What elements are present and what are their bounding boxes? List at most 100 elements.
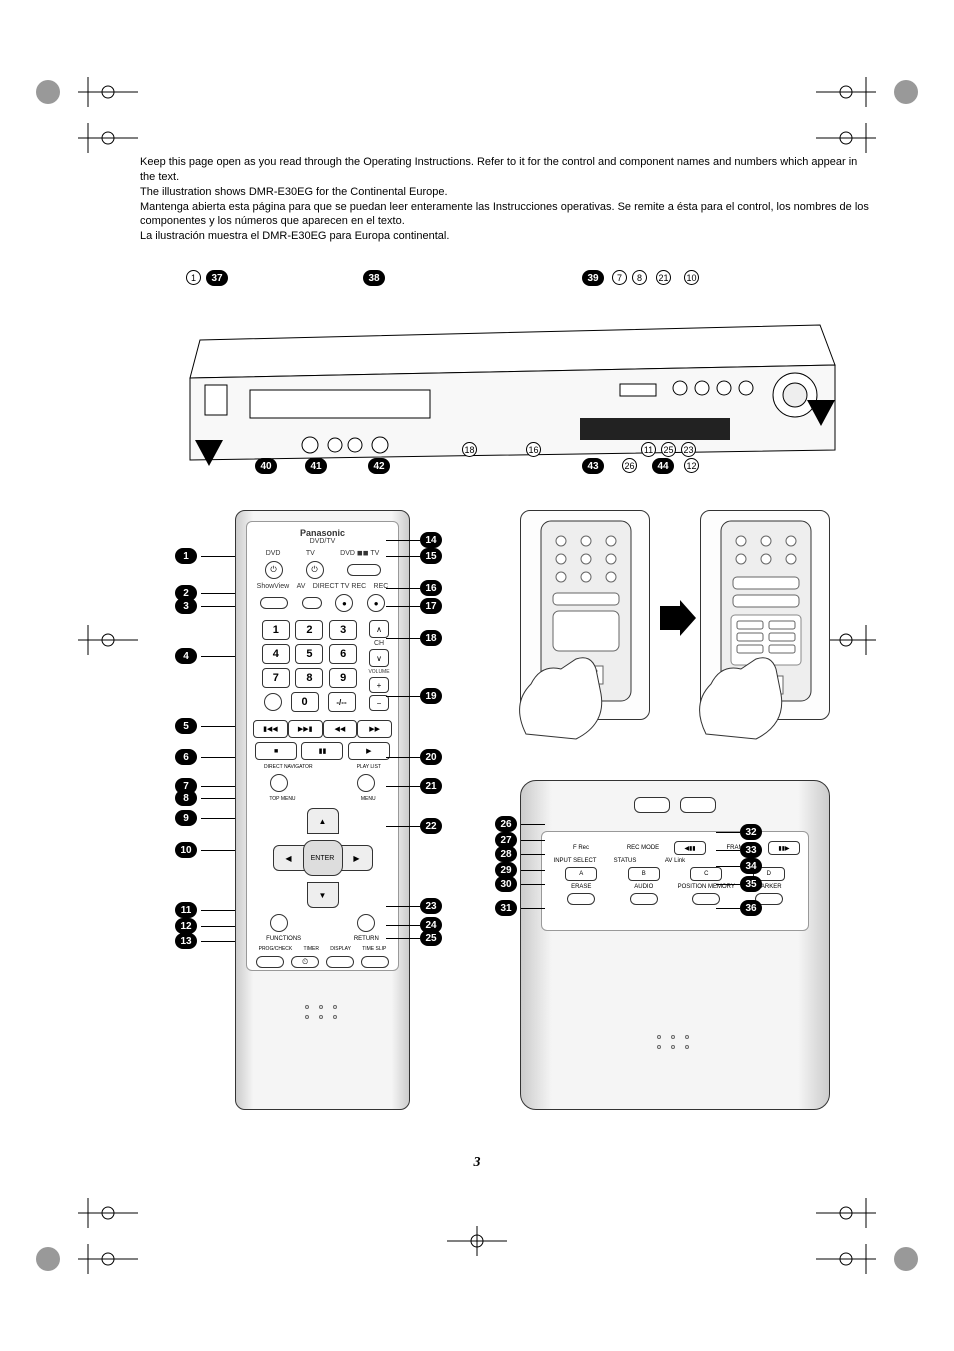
arrow-down-icon (195, 440, 223, 466)
leader-line (201, 798, 235, 799)
reg-mark-bottom-left-2 (28, 1239, 138, 1279)
speaker-dots (657, 1035, 693, 1049)
position-memory-button (692, 893, 720, 905)
pause-button: ▮▮ (301, 742, 343, 760)
callout-39: 39 (582, 270, 604, 286)
callout-13: 13 (175, 933, 197, 949)
ff-button: ▶▶ (357, 720, 392, 738)
skip-fwd-button: ▶▶▮ (288, 720, 323, 738)
leader-line (201, 606, 235, 607)
callout-33: 33 (740, 842, 762, 858)
remote-in-hand-open (700, 510, 830, 720)
rew-button: ◀◀ (323, 720, 358, 738)
callout-15: 15 (420, 548, 442, 564)
leader-line (201, 656, 235, 657)
display-button (326, 956, 354, 968)
leader-line (201, 850, 235, 851)
btn-b: B (628, 867, 660, 881)
callout-8: 8 (175, 790, 197, 806)
callout-10: 10 (175, 842, 197, 858)
callout-11: 11 (175, 902, 197, 918)
return-button (357, 914, 375, 932)
callout-1: 1 (186, 270, 201, 285)
leader-line (521, 870, 545, 871)
callout-30: 30 (495, 876, 517, 892)
callout-22: 22 (420, 818, 442, 834)
leader-line (386, 606, 420, 607)
speaker-dots (305, 1005, 341, 1019)
leader-line (386, 588, 420, 589)
leader-line (201, 926, 235, 927)
leader-line (386, 696, 420, 697)
leader-line (386, 757, 420, 758)
reg-mark-bottom-center (447, 1221, 507, 1261)
callout-35: 35 (740, 876, 762, 892)
leader-line (716, 908, 740, 909)
callout-42: 42 (368, 458, 390, 474)
callout-34: 34 (740, 858, 762, 874)
callout-12: 12 (684, 458, 699, 473)
arrow-down-icon (807, 400, 835, 426)
leader-line (716, 884, 740, 885)
callout-37: 37 (206, 270, 228, 286)
callout-44: 44 (652, 458, 674, 474)
callout-23: 23 (681, 442, 696, 457)
dvd-power-button: ⏻ (265, 561, 283, 579)
callout-5: 5 (175, 718, 197, 734)
leader-line (386, 906, 420, 907)
dvd-tv-switch (347, 564, 381, 576)
callout-10: 10 (684, 270, 699, 285)
leader-line (201, 818, 235, 819)
device-svg (180, 300, 840, 490)
leader-line (386, 938, 420, 939)
leader-line (521, 840, 545, 841)
remote-in-hand-closed (520, 510, 650, 720)
leader-line (521, 908, 545, 909)
frame-fwd-button: ▮▮▶ (768, 841, 800, 855)
callout-16: 16 (420, 580, 442, 596)
dpad-left: ◀ (273, 845, 305, 871)
audio-button (630, 893, 658, 905)
callout-18: 18 (420, 630, 442, 646)
intro-en-1: Keep this page open as you read through … (140, 155, 870, 185)
av-button (302, 597, 322, 609)
remote-lower-panel-illustration: F Rec REC MODE ◀▮▮ FRAME ▮▮▶ INPUT SELEC… (520, 780, 830, 1110)
leader-line (716, 866, 740, 867)
leader-line (716, 850, 740, 851)
intro-text-block: Keep this page open as you read through … (140, 155, 870, 244)
enter-button: ENTER (303, 840, 343, 876)
rec-button: ● (367, 594, 385, 612)
callout-26: 26 (495, 816, 517, 832)
callout-11: 11 (641, 442, 656, 457)
btn-a: A (565, 867, 597, 881)
prog-check-button (256, 956, 284, 968)
callout-38: 38 (363, 270, 385, 286)
intro-es-1: Mantenga abierta esta página para que se… (140, 200, 870, 230)
vol-down-button: − (369, 695, 389, 711)
callout-25: 25 (661, 442, 676, 457)
intro-en-2: The illustration shows DMR-E30EG for the… (140, 185, 870, 200)
functions-button (270, 914, 288, 932)
leader-line (201, 726, 235, 727)
dpad-down: ▼ (307, 882, 339, 908)
callout-28: 28 (495, 846, 517, 862)
leader-line (386, 826, 420, 827)
timer-button: ⏲ (291, 956, 319, 968)
erase-button (567, 893, 595, 905)
callout-12: 12 (175, 918, 197, 934)
callout-26: 26 (622, 458, 637, 473)
leader-line (521, 884, 545, 885)
direct-navigator-button (270, 774, 288, 792)
cancel-button (264, 693, 282, 711)
leader-line (386, 556, 420, 557)
hand-icon (686, 634, 806, 754)
leader-line (521, 854, 545, 855)
callout-3: 3 (175, 598, 197, 614)
callout-4: 4 (175, 648, 197, 664)
leader-line (386, 786, 420, 787)
callout-8: 8 (632, 270, 647, 285)
leader-line (201, 910, 235, 911)
dvd-tv-label: DVD/TV (247, 538, 398, 545)
reg-mark-top-right-2 (816, 118, 926, 158)
leader-line (201, 786, 235, 787)
